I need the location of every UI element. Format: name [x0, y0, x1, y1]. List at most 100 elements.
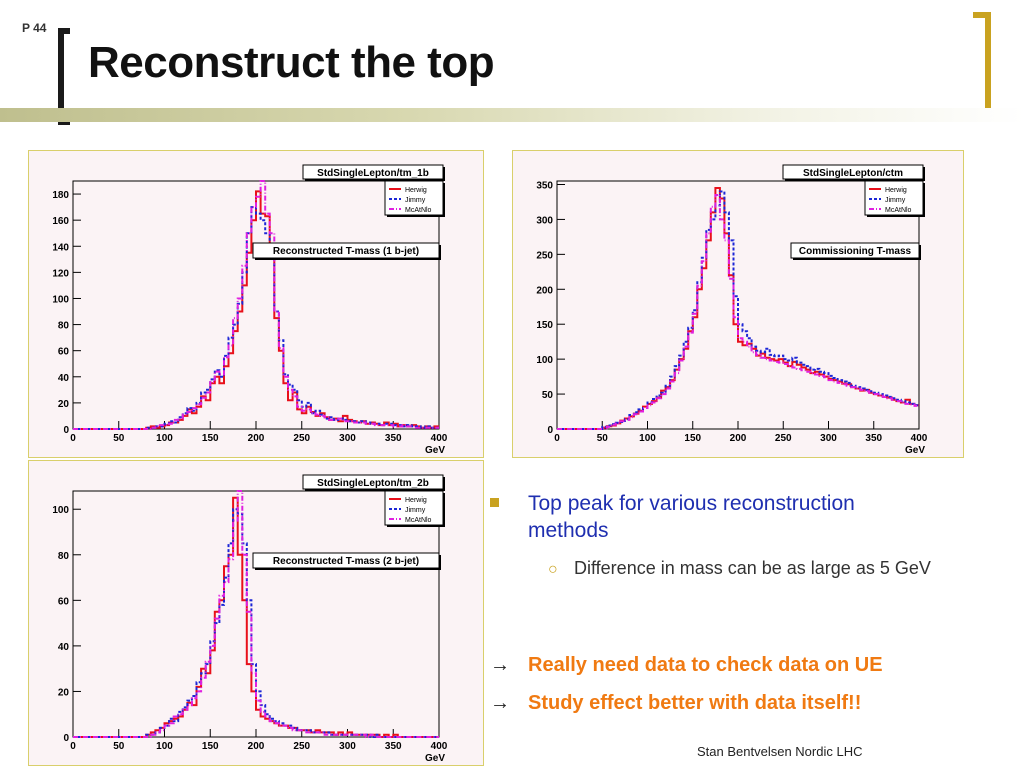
plot-annotation: Reconstructed T-mass (2 b-jet): [273, 556, 419, 567]
series-line-mcatnlo: [557, 194, 919, 430]
x-tick-label: 300: [339, 741, 356, 752]
x-tick-label: 150: [684, 433, 701, 444]
x-tick-label: 200: [248, 433, 265, 444]
x-tick-label: 400: [431, 741, 448, 752]
x-tick-label: 250: [775, 433, 792, 444]
stats-box: [302, 474, 444, 490]
x-tick-label: 150: [202, 741, 219, 752]
x-tick-label: 300: [820, 433, 837, 444]
x-tick-label: 350: [385, 741, 402, 752]
series-line-jimmy: [557, 190, 919, 430]
arrow-item-need-data: → Really need data to check data on UE: [490, 654, 883, 677]
bullet-text-sub: Difference in mass can be as large as 5 …: [574, 558, 931, 578]
y-tick-label: 100: [52, 505, 69, 516]
series-line-mcatnlo: [73, 490, 439, 738]
square-bullet-icon: [490, 498, 499, 507]
arrow-text-need-data: Really need data to check data on UE: [528, 654, 883, 676]
y-tick-label: 300: [536, 215, 553, 226]
x-tick-label: 350: [865, 433, 882, 444]
legend-entry: Jimmy: [405, 507, 426, 514]
x-tick-label: 50: [113, 741, 125, 752]
annotation-box: [252, 552, 440, 569]
histogram-ctm: 0 50 100 150 200 250 300 350 0 50 100 150 200 250 300 3…: [536, 164, 928, 456]
x-tick-label: 0: [70, 433, 76, 444]
x-tick-label: 350: [385, 433, 402, 444]
stats-box: [302, 164, 444, 180]
bullet-text-main: Top peak for various reconstruction meth…: [528, 492, 855, 542]
arrow-item-study-effect: → Study effect better with data itself!!: [490, 692, 861, 715]
y-tick-label: 120: [52, 268, 69, 279]
series-line-jimmy: [73, 508, 439, 738]
chart-panel-tm-2b: 0 20 40 60 80 100 0 50 100 150 200 250 300 350 400 GeV S…: [28, 460, 484, 766]
legend-entry: Herwig: [885, 187, 907, 194]
series-line-herwig: [73, 190, 439, 430]
x-tick-label: 400: [911, 433, 928, 444]
y-tick-label: 200: [536, 285, 553, 296]
page-number: P 44: [22, 21, 47, 35]
x-tick-label: 400: [431, 433, 448, 444]
y-tick-label: 100: [536, 355, 553, 366]
histogram-name: StdSingleLepton/tm_1b: [317, 168, 429, 179]
x-tick-label: 100: [156, 433, 173, 444]
annotation-box: [252, 242, 440, 259]
x-axis-label: GeV: [905, 445, 925, 456]
circle-bullet-icon: ○: [548, 561, 558, 578]
left-bracket-decoration: [58, 28, 70, 125]
y-tick-label: 20: [58, 687, 70, 698]
x-tick-label: 150: [202, 433, 219, 444]
y-tick-label: 250: [536, 250, 553, 261]
y-tick-label: 40: [58, 373, 70, 384]
x-tick-label: 300: [339, 433, 356, 444]
annotation-box: [790, 242, 920, 259]
histogram-tm-1b: 0 20 40 60 80 100 120 140 160 180 0 50 100 150 200 250 3…: [52, 164, 448, 456]
y-tick-label: 150: [536, 320, 553, 331]
y-tick-label: 80: [58, 321, 70, 332]
chart-panel-tm-1b: 0 20 40 60 80 100 120 140 160 180 0 50 100 150 200 250 3…: [28, 150, 484, 458]
y-tick-label: 20: [58, 399, 70, 410]
y-tick-label: 100: [52, 294, 69, 305]
series-line-jimmy: [73, 206, 439, 430]
histogram-name: StdSingleLepton/ctm: [803, 168, 903, 179]
x-tick-label: 100: [639, 433, 656, 444]
series-line-herwig: [73, 496, 439, 738]
x-tick-label: 250: [293, 433, 310, 444]
legend-box: [384, 490, 444, 526]
legend-entry: McAtNlo: [405, 207, 432, 214]
y-tick-label: 160: [52, 216, 69, 227]
histogram-name: StdSingleLepton/tm_2b: [317, 478, 429, 489]
right-arrow-icon: →: [490, 654, 510, 676]
series-line-mcatnlo: [73, 180, 439, 430]
x-tick-label: 200: [730, 433, 747, 444]
arrow-text-study-effect: Study effect better with data itself!!: [528, 692, 862, 714]
y-tick-label: 80: [58, 551, 70, 562]
x-axis-label: GeV: [425, 753, 445, 764]
y-tick-label: 40: [58, 642, 70, 653]
y-tick-label: 60: [58, 596, 70, 607]
legend-entry: McAtNlo: [405, 517, 432, 524]
y-tick-label: 140: [52, 242, 69, 253]
x-tick-label: 50: [597, 433, 609, 444]
y-tick-label: 0: [63, 733, 69, 744]
x-tick-label: 0: [554, 433, 560, 444]
plot-annotation: Commissioning T-mass: [799, 246, 912, 257]
x-tick-label: 0: [70, 741, 76, 752]
right-arrow-icon: →: [490, 692, 510, 714]
stats-box: [782, 164, 924, 180]
right-bracket-decoration: [973, 12, 991, 114]
y-tick-label: 60: [58, 347, 70, 358]
title-underline-bar: [0, 108, 1024, 122]
y-tick-label: 50: [542, 390, 554, 401]
footer-author: Stan Bentvelsen Nordic LHC: [697, 744, 863, 759]
legend-entry: McAtNlo: [885, 207, 912, 214]
legend-entry: Jimmy: [405, 197, 426, 204]
legend-entry: Herwig: [405, 187, 427, 194]
legend-entry: Jimmy: [885, 197, 906, 204]
chart-panel-ctm: 0 50 100 150 200 250 300 350 0 50 100 150 200 250 300 3…: [512, 150, 964, 458]
y-tick-label: 0: [63, 425, 69, 436]
legend-entry: Herwig: [405, 497, 427, 504]
slide-title: Reconstruct the top: [88, 38, 495, 87]
x-tick-label: 250: [293, 741, 310, 752]
x-tick-label: 200: [248, 741, 265, 752]
y-tick-label: 180: [52, 190, 69, 201]
